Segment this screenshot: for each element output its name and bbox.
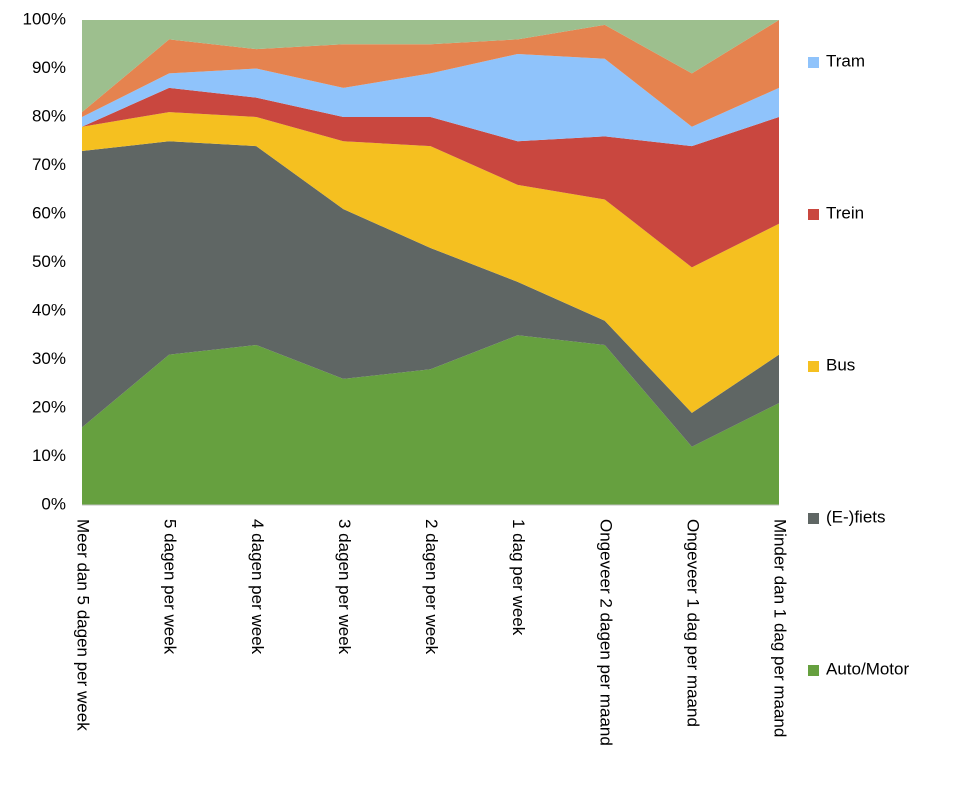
legend-label: Auto/Motor [826, 659, 909, 678]
x-tick-label: Minder dan 1 dag per maand [771, 519, 790, 737]
y-tick-label: 0% [41, 494, 66, 513]
y-tick-label: 60% [32, 203, 66, 222]
x-tick-label: Ongeveer 1 dag per maand [683, 519, 702, 727]
y-tick-label: 20% [32, 397, 66, 416]
area [82, 87, 779, 268]
y-tick-label: 90% [32, 58, 66, 77]
x-tick-label: Meer dan 5 dagen per week [74, 519, 93, 731]
y-tick-label: 80% [32, 106, 66, 125]
y-tick-label: 100% [23, 9, 66, 28]
legend-swatch [808, 57, 819, 68]
x-tick-label: 1 dag per week [509, 519, 528, 636]
y-tick-label: 30% [32, 349, 66, 368]
y-tick-label: 10% [32, 446, 66, 465]
legend-swatch [808, 361, 819, 372]
y-tick-label: 40% [32, 300, 66, 319]
area [82, 20, 779, 127]
y-tick-label: 70% [32, 155, 66, 174]
x-tick-label: 5 dagen per week [161, 519, 180, 655]
area [82, 20, 779, 113]
y-tick-label: 50% [32, 252, 66, 271]
legend-swatch [808, 665, 819, 676]
x-tick-label: 4 dagen per week [248, 519, 267, 655]
x-tick-label: 3 dagen per week [335, 519, 354, 655]
area [82, 141, 779, 447]
area [82, 53, 779, 147]
legend-label: Trein [826, 203, 864, 222]
x-tick-label: 2 dagen per week [422, 519, 441, 655]
area [82, 335, 779, 505]
legend-swatch [808, 513, 819, 524]
legend-label: Tram [826, 51, 865, 70]
legend-swatch [808, 209, 819, 220]
legend-label: Bus [826, 355, 855, 374]
x-tick-label: Ongeveer 2 dagen per maand [596, 519, 615, 746]
legend-label: (E-)fiets [826, 507, 886, 526]
area [82, 112, 779, 413]
